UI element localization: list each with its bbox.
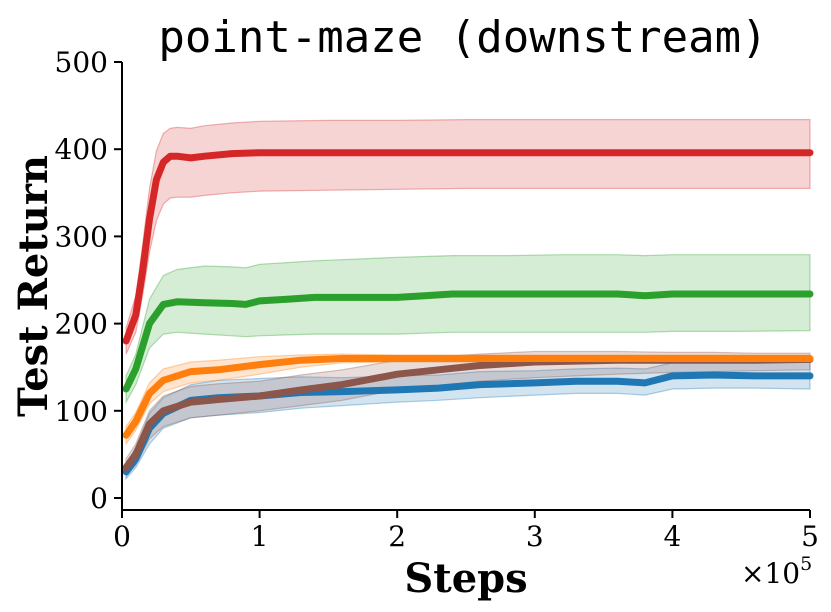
y-axis-ticks: 0 100 200 300 400 500	[55, 46, 122, 515]
x-tick-label: 5	[801, 520, 819, 553]
series-3-band	[125, 254, 811, 405]
y-axis-label: Test Return	[10, 155, 57, 417]
series-3-line	[122, 290, 814, 393]
y-tick-label: 300	[55, 220, 108, 253]
series-2-line	[122, 355, 814, 439]
y-tick-label: 400	[55, 133, 108, 166]
y-tick-label: 100	[55, 395, 108, 428]
series-1-band	[125, 350, 811, 478]
confidence-bands	[125, 118, 811, 481]
x-tick-label: 1	[251, 520, 269, 553]
x-tick-label: 0	[113, 520, 131, 553]
x-axis-ticks: 0 1 2 3 4 5	[113, 510, 819, 553]
series-lines	[122, 149, 814, 476]
series-4-line	[122, 149, 814, 345]
chart-title: point-maze (downstream)	[158, 12, 767, 63]
x-multiplier-exponent: 5	[800, 553, 812, 575]
x-axis-label: Steps	[404, 555, 527, 602]
x-axis-multiplier: ×105	[741, 553, 812, 590]
y-tick-label: 0	[90, 482, 108, 515]
x-tick-label: 2	[388, 520, 406, 553]
x-multiplier-base: ×10	[741, 557, 800, 590]
x-tick-label: 4	[663, 520, 681, 553]
series-4-band	[125, 118, 811, 355]
y-tick-label: 500	[55, 46, 108, 79]
x-tick-label: 3	[526, 520, 544, 553]
y-tick-label: 200	[55, 308, 108, 341]
